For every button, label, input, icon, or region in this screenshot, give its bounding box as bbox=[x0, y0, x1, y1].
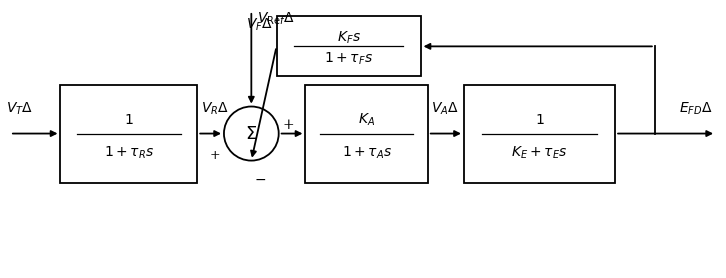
Text: $1$: $1$ bbox=[124, 113, 134, 127]
Ellipse shape bbox=[224, 106, 279, 161]
Text: $V_F\Delta$: $V_F\Delta$ bbox=[246, 16, 273, 33]
Text: $V_T\Delta$: $V_T\Delta$ bbox=[7, 101, 33, 117]
Text: $E_{FD}\Delta$: $E_{FD}\Delta$ bbox=[679, 101, 712, 117]
Text: $V_R\Delta$: $V_R\Delta$ bbox=[201, 101, 229, 117]
Text: $V_{\mathrm{Re}f}\Delta$: $V_{\mathrm{Re}f}\Delta$ bbox=[257, 11, 295, 27]
Text: $K_E+\tau_E s$: $K_E+\tau_E s$ bbox=[511, 145, 568, 161]
Text: $V_A\Delta$: $V_A\Delta$ bbox=[431, 101, 460, 117]
Text: $1+\tau_A s$: $1+\tau_A s$ bbox=[341, 145, 392, 161]
Text: +: + bbox=[210, 149, 221, 162]
Bar bbox=[306, 85, 428, 183]
Text: $K_A$: $K_A$ bbox=[358, 112, 375, 128]
Text: $1$: $1$ bbox=[534, 113, 544, 127]
Text: $\Sigma$: $\Sigma$ bbox=[245, 125, 258, 143]
Text: $-$: $-$ bbox=[254, 172, 266, 185]
Text: $K_F s$: $K_F s$ bbox=[337, 30, 361, 46]
Text: +: + bbox=[282, 118, 294, 132]
Text: $1+\tau_F s$: $1+\tau_F s$ bbox=[324, 50, 373, 66]
Text: $1+\tau_R s$: $1+\tau_R s$ bbox=[104, 145, 154, 161]
Bar bbox=[464, 85, 615, 183]
Bar bbox=[277, 16, 420, 76]
Bar bbox=[60, 85, 197, 183]
